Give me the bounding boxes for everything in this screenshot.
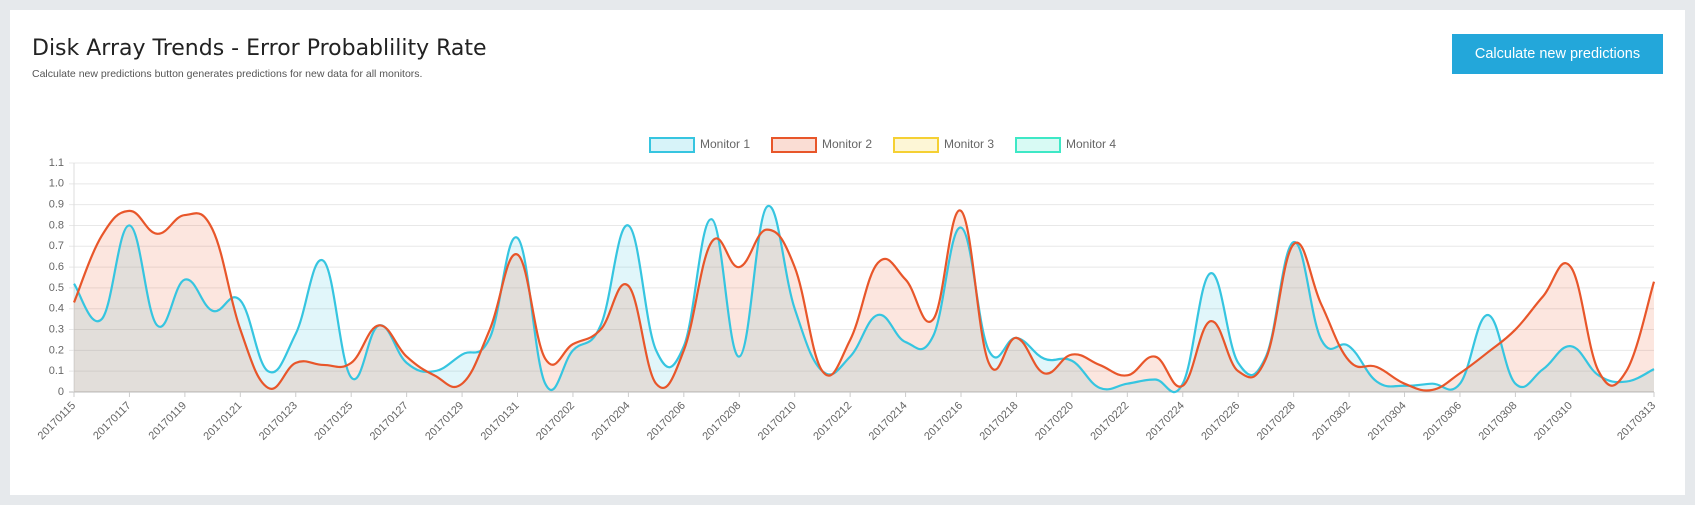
y-tick-label: 0.1 <box>49 365 64 377</box>
y-tick-label: 1.0 <box>49 178 64 190</box>
y-tick-label: 0.6 <box>49 261 64 273</box>
y-tick-label: 0.2 <box>49 344 64 356</box>
y-tick-label: 0.3 <box>49 323 64 335</box>
legend-label: Monitor 2 <box>822 137 872 151</box>
legend-swatch <box>1015 137 1061 153</box>
y-tick-label: 0.9 <box>49 199 64 211</box>
x-tick-label: 20170302 <box>1310 400 1353 443</box>
y-tick-label: 0.8 <box>49 219 64 231</box>
x-tick-label: 20170119 <box>147 400 190 443</box>
x-tick-label: 20170129 <box>423 400 466 443</box>
x-tick-label: 20170127 <box>368 400 411 443</box>
x-tick-label: 20170226 <box>1199 400 1242 443</box>
x-tick-label: 20170202 <box>534 400 577 443</box>
legend-swatch <box>893 137 939 153</box>
x-tick-label: 20170304 <box>1366 400 1409 443</box>
x-tick-label: 20170224 <box>1144 400 1187 443</box>
area <box>74 205 1654 393</box>
card-title: Disk Array Trends - Error Probablility R… <box>32 36 487 61</box>
x-tick-label: 20170117 <box>91 400 134 443</box>
x-tick-label: 20170310 <box>1532 400 1575 443</box>
x-tick-label: 20170306 <box>1421 400 1464 443</box>
x-tick-label: 20170216 <box>922 400 965 443</box>
x-tick-label: 20170212 <box>811 400 854 443</box>
x-tick-label: 20170206 <box>645 400 688 443</box>
x-tick-label: 20170220 <box>1033 400 1076 443</box>
x-tick-label: 20170222 <box>1088 400 1131 443</box>
line <box>72 209 1656 392</box>
legend-label: Monitor 4 <box>1066 137 1116 151</box>
y-tick-label: 0.7 <box>49 240 64 252</box>
legend-swatch <box>771 137 817 153</box>
x-tick-label: 20170121 <box>201 400 244 443</box>
x-tick-label: 20170210 <box>756 400 799 443</box>
x-tick-label: 20170115 <box>36 400 79 443</box>
x-tick-label: 20170214 <box>867 400 910 443</box>
legend-swatch <box>649 137 695 153</box>
x-tick-label: 20170313 <box>1615 400 1658 443</box>
x-tick-label: 20170123 <box>257 400 300 443</box>
x-tick-label: 20170218 <box>978 400 1021 443</box>
y-tick-label: 1.1 <box>49 157 64 169</box>
x-tick-label: 20170208 <box>700 400 743 443</box>
y-tick-label: 0.5 <box>49 282 64 294</box>
legend-label: Monitor 3 <box>944 137 994 151</box>
x-tick-label: 20170131 <box>479 400 522 443</box>
calculate-button[interactable]: Calculate new predictions <box>1452 34 1663 74</box>
x-tick-label: 20170204 <box>589 400 632 443</box>
card: Disk Array Trends - Error Probablility R… <box>10 10 1685 495</box>
y-tick-label: 0 <box>58 386 64 398</box>
y-tick-label: 0.4 <box>49 303 64 315</box>
card-subtitle: Calculate new predictions button generat… <box>32 68 423 80</box>
x-tick-label: 20170308 <box>1476 400 1519 443</box>
x-tick-label: 20170228 <box>1255 400 1298 443</box>
x-tick-label: 20170125 <box>312 400 355 443</box>
legend-label: Monitor 1 <box>700 137 750 151</box>
